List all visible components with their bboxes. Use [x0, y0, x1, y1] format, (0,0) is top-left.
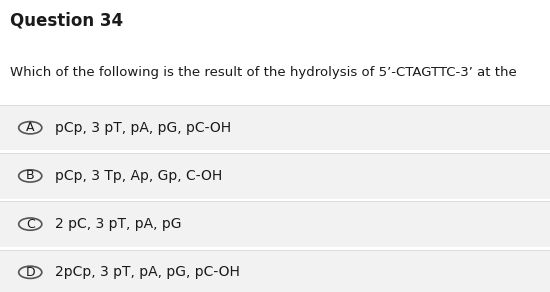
FancyBboxPatch shape — [0, 153, 550, 199]
Text: Question 34: Question 34 — [10, 12, 123, 30]
FancyBboxPatch shape — [0, 105, 550, 150]
Text: C: C — [26, 218, 35, 231]
Text: pCp, 3 pT, pA, pG, pC-OH: pCp, 3 pT, pA, pG, pC-OH — [55, 121, 231, 135]
Text: Which of the following is the result of the hydrolysis of 5’-CTAGTTC-3’ at the: Which of the following is the result of … — [10, 66, 521, 79]
FancyBboxPatch shape — [0, 201, 550, 247]
FancyBboxPatch shape — [0, 250, 550, 292]
Text: 2pCp, 3 pT, pA, pG, pC-OH: 2pCp, 3 pT, pA, pG, pC-OH — [55, 265, 240, 279]
Text: A: A — [26, 121, 35, 134]
Text: B: B — [26, 169, 35, 182]
Text: pCp, 3 Tp, Ap, Gp, C-OH: pCp, 3 Tp, Ap, Gp, C-OH — [55, 169, 222, 183]
Text: 2 pC, 3 pT, pA, pG: 2 pC, 3 pT, pA, pG — [55, 217, 182, 231]
Text: D: D — [25, 266, 35, 279]
